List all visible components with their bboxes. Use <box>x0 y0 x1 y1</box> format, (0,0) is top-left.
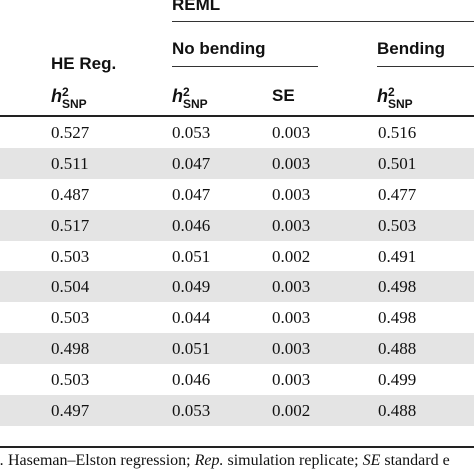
he-reg-cell: 0.498 <box>0 333 172 365</box>
bending-cell: 0.503 <box>378 209 474 241</box>
no-bending-cell: 0.046 <box>172 370 211 390</box>
no-bending-cell: 0.053 <box>172 395 272 426</box>
bending-cell: 0.516 <box>378 122 417 142</box>
se-cell: 0.003 <box>272 122 311 142</box>
nb-h2snp-header: h 2 SNP <box>172 85 208 111</box>
bending-cell: 0.498 <box>378 271 474 303</box>
se-cell: 0.003 <box>272 333 378 365</box>
footnote-abbrev-he: g. <box>0 452 4 469</box>
se-header: SE <box>272 86 295 105</box>
reml-underline <box>172 21 474 22</box>
bending-underline <box>377 66 474 67</box>
no-bending-cell: 0.047 <box>172 184 211 204</box>
no-bending-cell: 0.047 <box>172 147 272 179</box>
table-bottom-rule <box>0 446 474 448</box>
bending-cell: 0.488 <box>378 395 474 426</box>
se-cell: 0.003 <box>272 308 311 328</box>
b-h2snp-header: h 2 SNP <box>377 85 413 111</box>
no-bending-cell: 0.051 <box>172 333 272 365</box>
reml-group-header: REML <box>172 0 221 14</box>
he-reg-cell: 0.503 <box>51 246 90 266</box>
he-reg-cell: 0.497 <box>0 395 172 426</box>
no-bending-header: No bending <box>172 39 266 58</box>
table-row: 0.503 0.046 0.003 0.499 <box>0 364 474 395</box>
table-row: 0.497 0.053 0.002 0.488 <box>0 395 474 426</box>
bending-cell: 0.488 <box>378 333 474 365</box>
header-bottom-rule <box>0 115 474 117</box>
table-row: 0.503 0.044 0.003 0.498 <box>0 302 474 333</box>
se-cell: 0.002 <box>272 246 311 266</box>
results-table: 0.527 0.053 0.003 0.516 0.511 0.047 0.00… <box>0 117 474 426</box>
bending-cell: 0.491 <box>378 246 417 266</box>
table-row: 0.498 0.051 0.003 0.488 <box>0 333 474 365</box>
he-reg-cell: 0.487 <box>51 184 90 204</box>
he-reg-cell: 0.503 <box>51 370 90 390</box>
bending-cell: 0.498 <box>378 308 417 328</box>
table-row: 0.503 0.051 0.002 0.491 <box>0 241 474 272</box>
he-reg-cell: 0.511 <box>0 147 172 179</box>
se-cell: 0.002 <box>272 395 378 426</box>
table-row: 0.487 0.047 0.003 0.477 <box>0 179 474 210</box>
se-cell: 0.003 <box>272 370 311 390</box>
table-footnote: g. Haseman–Elston regression; Rep. simul… <box>0 452 450 470</box>
no-bending-cell: 0.046 <box>172 209 272 241</box>
he-reg-cell: 0.503 <box>51 308 90 328</box>
se-cell: 0.003 <box>272 209 378 241</box>
footnote-abbrev-rep: Rep. <box>194 452 224 469</box>
table-row: 0.511 0.047 0.003 0.501 <box>0 147 474 179</box>
he-reg-cell: 0.517 <box>0 209 172 241</box>
table-row: 0.527 0.053 0.003 0.516 <box>0 117 474 148</box>
no-bending-underline <box>172 66 318 67</box>
no-bending-cell: 0.053 <box>172 122 211 142</box>
no-bending-cell: 0.051 <box>172 246 211 266</box>
no-bending-cell: 0.044 <box>172 308 211 328</box>
bending-cell: 0.477 <box>378 184 417 204</box>
he-reg-cell: 0.527 <box>51 122 90 142</box>
bending-header: Bending <box>377 39 445 58</box>
he-reg-header: HE Reg. <box>51 54 117 73</box>
table-row: 0.517 0.046 0.003 0.503 <box>0 209 474 241</box>
no-bending-cell: 0.049 <box>172 271 272 303</box>
he-reg-cell: 0.504 <box>0 271 172 303</box>
se-cell: 0.003 <box>272 184 311 204</box>
footnote-abbrev-se: SE <box>362 452 381 469</box>
se-cell: 0.003 <box>272 271 378 303</box>
footnote-text-1: Haseman–Elston regression; <box>4 452 195 469</box>
he-h2snp-header: h 2 SNP <box>51 85 87 111</box>
footnote-text-2: simulation replicate; <box>223 452 363 469</box>
se-cell: 0.003 <box>272 147 378 179</box>
footnote-text-3: standard e <box>380 452 450 469</box>
table-row: 0.504 0.049 0.003 0.498 <box>0 271 474 303</box>
bending-cell: 0.501 <box>378 147 474 179</box>
bending-cell: 0.499 <box>378 370 417 390</box>
